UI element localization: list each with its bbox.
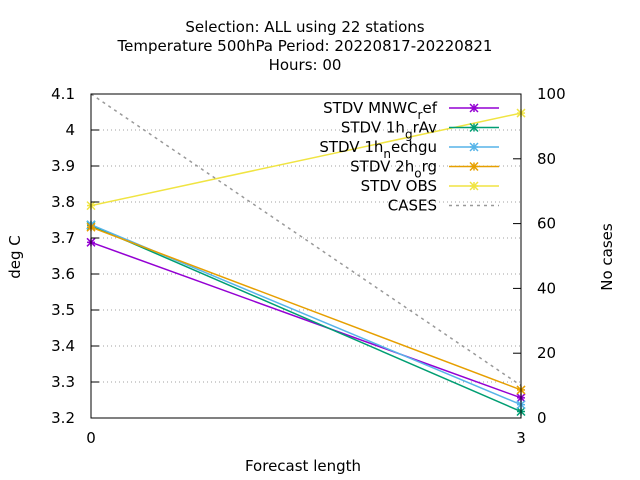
legend-label-main: STDV 2h <box>350 158 414 176</box>
legend-label-subscript: g <box>405 128 413 142</box>
legend-entry: STDV OBS <box>361 177 499 195</box>
y-axis-label: deg C <box>6 235 24 279</box>
legend-entry: STDV MNWCref <box>323 99 499 122</box>
series-line-stdv-1h-grav <box>90 224 522 413</box>
y-tick-label: 4 <box>65 121 75 139</box>
chart-title: Selection: ALL using 22 stationsTemperat… <box>117 18 493 74</box>
y-tick-label: 4.1 <box>51 85 75 103</box>
legend-label: STDV MNWCref <box>323 99 438 122</box>
legend-label: STDV 2horg <box>350 158 437 181</box>
x-axis-label: Forecast length <box>245 457 361 475</box>
y2-tick-label: 60 <box>537 215 556 233</box>
legend-label: STDV 1hgrAv <box>341 119 437 142</box>
legend-label-main: STDV 1h <box>341 119 405 137</box>
legend-entry: STDV 1hgrAv <box>341 119 499 142</box>
data-point <box>469 142 479 152</box>
y-tick-label: 3.6 <box>51 265 75 283</box>
legend-label-main: CASES <box>388 197 437 215</box>
y-tick-label: 3.4 <box>51 337 75 355</box>
legend-label-main: STDV OBS <box>361 177 437 195</box>
series-line-stdv-mnwc-ref <box>90 241 522 399</box>
legend-entry: CASES <box>388 197 499 215</box>
legend-label: STDV 1hnechgu <box>319 138 437 161</box>
series-line-stdv-2h-org <box>90 226 522 391</box>
legend-label: STDV OBS <box>361 177 437 195</box>
y-tick-label: 3.9 <box>51 157 75 175</box>
x-tick-label: 0 <box>86 429 96 447</box>
data-point <box>469 122 479 133</box>
x-tick-label: 3 <box>516 429 526 447</box>
data-point <box>469 103 479 113</box>
legend-label-subscript: o <box>414 167 421 181</box>
legend-label-tail: rAv <box>413 119 438 137</box>
legend-label-tail: rg <box>422 158 437 176</box>
legend-label-main: STDV 1h <box>319 138 383 156</box>
y2-tick-label: 0 <box>537 409 547 427</box>
legend-label-main: STDV MNWC <box>323 99 417 117</box>
title-line-1: Selection: ALL using 22 stations <box>185 18 424 36</box>
y2-tick-label: 100 <box>537 85 566 103</box>
legend-label-tail: ef <box>422 99 437 117</box>
axis-ticks: 3.2 3.3 3.4 3.5 3.6 3.7 3.8 3.9 4 4.1 0 20 40 60 80 100… <box>51 85 566 447</box>
title-line-3: Hours: 00 <box>269 56 342 74</box>
y-tick-label: 3.8 <box>51 193 75 211</box>
legend-entry: STDV 1hnechgu <box>319 138 499 161</box>
y2-tick-label: 80 <box>537 150 556 168</box>
legend-label: CASES <box>388 197 437 215</box>
y-tick-label: 3.3 <box>51 373 75 391</box>
y-tick-label: 3.2 <box>51 409 75 427</box>
y2-tick-label: 40 <box>537 279 556 297</box>
data-point <box>469 181 479 191</box>
legend-entry: STDV 2horg <box>350 158 499 181</box>
series-layer <box>86 93 526 417</box>
plot-frame <box>90 93 522 419</box>
title-line-2: Temperature 500hPa Period: 20220817-2022… <box>117 37 493 55</box>
y2-axis-label: No cases <box>598 223 616 291</box>
legend-label-subscript: r <box>418 108 423 122</box>
data-point <box>469 161 479 172</box>
grid-lines <box>91 129 521 383</box>
series-line-cases <box>90 93 522 387</box>
y-tick-label: 3.5 <box>51 301 75 319</box>
series-line-stdv-obs <box>90 112 522 207</box>
y-tick-label: 3.7 <box>51 229 75 247</box>
legend-label-tail: echgu <box>391 138 437 156</box>
y2-tick-label: 20 <box>537 344 556 362</box>
legend-label-subscript: n <box>383 147 391 161</box>
